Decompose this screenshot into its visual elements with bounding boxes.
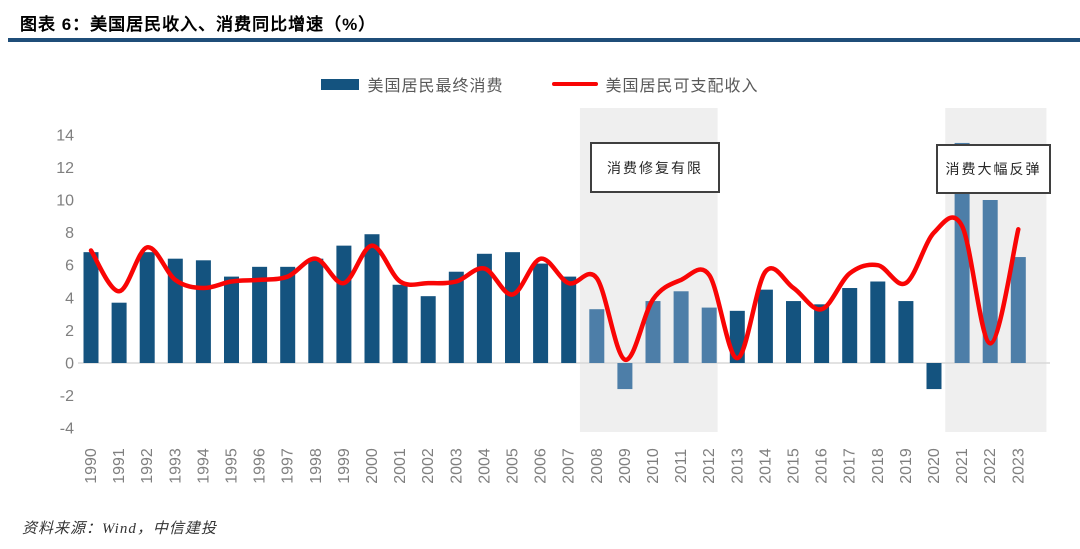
x-tick-2008: 2008 [589,448,606,484]
bar-2018 [870,281,886,363]
x-tick-2020: 2020 [926,448,943,484]
y-tick-8: 8 [65,225,74,242]
annotation-limited-recovery: 消费修复有限 [590,142,720,193]
x-tick-2014: 2014 [757,448,774,484]
x-tick-2000: 2000 [364,448,381,484]
bar-2004 [476,253,492,363]
x-tick-2013: 2013 [729,448,746,484]
bar-1992 [139,252,155,363]
bar-2021 [954,142,970,363]
x-tick-2021: 2021 [954,448,971,484]
bar-1990 [83,252,99,363]
bar-1996 [252,266,268,363]
x-tick-2015: 2015 [786,448,803,484]
x-tick-2017: 2017 [842,448,859,484]
bar-2019 [898,301,914,363]
bar-2010 [645,301,661,363]
bar-2020 [926,363,942,390]
bar-2000 [364,234,380,363]
y-tick-2: 2 [65,323,74,340]
x-tick-2002: 2002 [420,448,437,484]
bar-2023 [1010,257,1026,363]
x-tick-2016: 2016 [814,448,831,484]
bar-2022 [982,200,998,363]
bar-2005 [505,252,520,363]
data-source-note: 资料来源：Wind，中信建投 [22,521,217,537]
x-tick-1990: 1990 [83,448,100,484]
bar-2001 [392,284,408,363]
x-tick-2004: 2004 [476,448,493,484]
x-tick-2010: 2010 [645,448,662,484]
x-tick-2011: 2011 [673,449,690,484]
x-tick-2006: 2006 [533,448,550,484]
x-tick-1999: 1999 [336,448,353,484]
bar-2016 [814,304,830,363]
bar-1991 [111,302,127,363]
x-tick-2018: 2018 [870,448,887,484]
bar-2012 [701,307,717,363]
figure-title: 图表 6：美国居民收入、消费同比增速（%） [20,15,377,34]
bar-1997 [280,266,296,363]
bar-series-swatch [321,78,360,90]
bar-2006 [533,263,549,363]
x-tick-1996: 1996 [252,448,269,484]
y-tick-4: 4 [65,290,74,307]
bar-1998 [308,258,324,363]
bar-1995 [224,276,239,363]
bar-1994 [195,260,211,363]
x-tick-2019: 2019 [898,448,915,484]
x-tick-2022: 2022 [982,448,999,484]
y-tick-6: 6 [65,258,74,275]
x-tick-2012: 2012 [701,448,718,484]
bar-2002 [420,296,436,363]
income-line [88,215,1021,362]
x-tick-1997: 1997 [280,448,297,484]
bar-2015 [786,301,801,363]
x-tick-2007: 2007 [561,448,578,484]
x-tick-1991: 1991 [111,448,128,484]
legend-item-income: 美国居民可支配收入 [551,72,759,96]
bar-2009 [617,363,633,390]
x-tick-1995: 1995 [224,448,241,484]
legend-label-consumption: 美国居民最终消费 [367,78,504,95]
legend-label-income: 美国居民可支配收入 [605,78,759,95]
x-tick-2001: 2001 [392,448,409,484]
y-tick-14: 14 [56,127,74,144]
annotation-strong-rebound: 消费大幅反弹 [936,144,1051,194]
y-tick-10: 10 [56,193,74,210]
x-tick-1993: 1993 [167,448,184,484]
y-tick-0: 0 [65,356,74,373]
line-series-swatch [551,82,598,86]
x-tick-2009: 2009 [617,448,634,484]
bar-2007 [561,276,577,363]
y-tick--4: -4 [60,421,74,438]
x-tick-2023: 2023 [1010,448,1027,484]
x-tick-2003: 2003 [448,448,465,484]
bar-2008 [589,309,605,363]
y-tick-12: 12 [56,160,74,177]
y-tick--2: -2 [60,388,74,405]
chart-legend: 美国居民最终消费 美国居民可支配收入 [0,72,1080,96]
x-tick-1998: 1998 [308,448,325,484]
title-divider [8,38,1080,42]
bar-2017 [842,288,858,363]
x-tick-1994: 1994 [195,448,212,484]
bar-2003 [448,271,464,363]
x-tick-1992: 1992 [139,448,156,484]
bar-2011 [673,291,689,363]
x-tick-2005: 2005 [505,448,522,484]
legend-item-consumption: 美国居民最终消费 [321,72,503,96]
bar-1999 [336,245,352,363]
bar-2014 [757,289,773,363]
